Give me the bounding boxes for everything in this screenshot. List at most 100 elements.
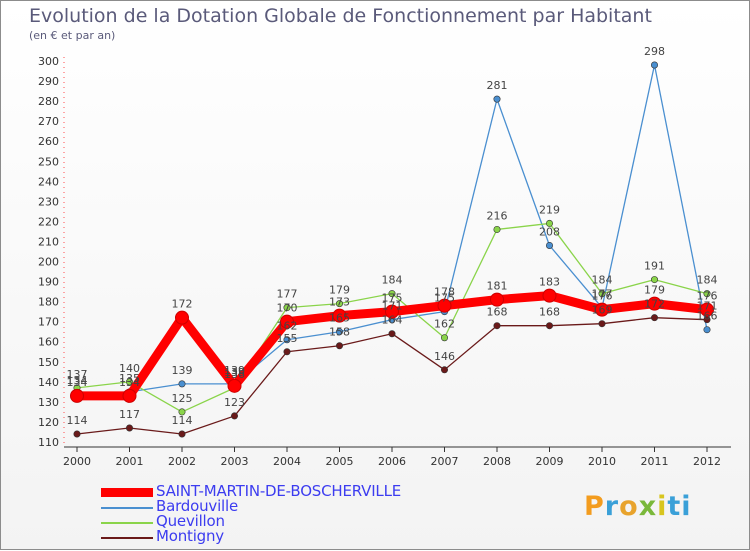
x-tick-label: 2009 xyxy=(536,455,564,468)
data-point xyxy=(332,308,347,323)
data-label: 181 xyxy=(487,280,508,293)
data-label: 158 xyxy=(329,326,350,339)
data-label: 146 xyxy=(434,350,455,363)
data-point xyxy=(73,430,81,438)
data-label: 184 xyxy=(592,274,613,287)
data-point xyxy=(126,378,134,386)
data-point xyxy=(545,241,553,249)
data-point xyxy=(227,378,242,393)
data-label: 134 xyxy=(67,376,88,389)
data-point xyxy=(280,314,294,329)
data-label: 184 xyxy=(382,274,403,287)
data-label: 155 xyxy=(277,332,298,345)
data-point xyxy=(178,380,186,388)
data-label: 191 xyxy=(644,260,665,273)
y-tick-label: 160 xyxy=(38,336,59,349)
x-tick-label: 2003 xyxy=(221,455,249,468)
proxiti-logo: Proxiti xyxy=(584,491,692,522)
data-label: 173 xyxy=(329,296,350,309)
data-label: 114 xyxy=(172,414,193,427)
legend-swatch xyxy=(101,507,153,509)
y-tick-label: 150 xyxy=(38,356,59,369)
data-label: 134 xyxy=(119,376,140,389)
data-label: 177 xyxy=(277,288,298,301)
data-point xyxy=(175,310,189,325)
y-tick-label: 200 xyxy=(38,256,59,269)
data-point xyxy=(490,292,504,307)
legend-label: Bardouville xyxy=(156,497,238,515)
y-tick-label: 230 xyxy=(38,195,59,208)
data-label: 134 xyxy=(67,374,88,387)
data-label: 123 xyxy=(224,396,245,409)
legend-swatch xyxy=(101,488,153,497)
data-point xyxy=(493,95,501,103)
data-label: 171 xyxy=(382,300,403,313)
data-label: 208 xyxy=(539,225,560,238)
data-point xyxy=(283,336,291,344)
data-point xyxy=(595,302,609,317)
data-point xyxy=(283,304,291,312)
data-point xyxy=(703,326,711,334)
y-tick-label: 140 xyxy=(38,376,59,389)
x-tick-label: 2004 xyxy=(273,455,301,468)
y-tick-label: 290 xyxy=(38,75,59,88)
data-label: 139 xyxy=(224,366,245,379)
data-point xyxy=(545,322,553,330)
y-tick-label: 250 xyxy=(38,155,59,168)
data-label: 135 xyxy=(119,372,140,385)
data-label: 175 xyxy=(382,292,403,305)
data-point xyxy=(493,322,501,330)
legend-label: Quevillon xyxy=(156,512,225,530)
data-label: 171 xyxy=(697,300,718,313)
chart-subtitle: (en € et par an) xyxy=(29,29,116,42)
data-point xyxy=(388,330,396,338)
data-point xyxy=(440,334,448,342)
data-point xyxy=(335,342,343,350)
data-point xyxy=(542,288,557,303)
x-tick-label: 2001 xyxy=(116,455,144,468)
data-label: 175 xyxy=(434,292,455,305)
data-point xyxy=(598,320,606,328)
data-point xyxy=(650,61,658,69)
data-label: 178 xyxy=(434,286,455,299)
x-tick-label: 2002 xyxy=(168,455,196,468)
data-point xyxy=(122,388,137,403)
data-label: 176 xyxy=(592,290,613,303)
legend-swatch xyxy=(101,522,153,524)
y-tick-label: 170 xyxy=(38,316,59,329)
data-label: 165 xyxy=(329,312,350,325)
data-point xyxy=(650,314,658,322)
data-point xyxy=(335,300,343,308)
data-point xyxy=(493,225,501,233)
x-tick-label: 2007 xyxy=(431,455,459,468)
data-label: 172 xyxy=(644,298,665,311)
y-tick-label: 110 xyxy=(38,436,59,449)
y-tick-label: 240 xyxy=(38,175,59,188)
data-label: 219 xyxy=(539,203,560,216)
data-point xyxy=(647,296,662,311)
series-line-bardouville xyxy=(76,64,708,395)
data-label: 298 xyxy=(644,45,665,58)
data-point xyxy=(650,276,658,284)
data-point xyxy=(545,219,553,227)
data-label: 168 xyxy=(539,306,560,319)
legend-label: SAINT-MARTIN-DE-BOSCHERVILLE xyxy=(156,482,402,500)
data-label: 162 xyxy=(434,318,455,331)
legend-label: Montigny xyxy=(156,527,224,545)
data-label: 136 xyxy=(224,368,245,381)
y-tick-label: 130 xyxy=(38,396,59,409)
y-tick-label: 270 xyxy=(38,115,59,128)
x-tick-label: 2008 xyxy=(483,455,511,468)
data-point xyxy=(440,366,448,374)
data-label: 140 xyxy=(119,362,140,375)
data-label: 184 xyxy=(697,274,718,287)
x-tick-label: 2010 xyxy=(588,455,616,468)
data-label: 166 xyxy=(697,310,718,323)
y-tick-label: 260 xyxy=(38,135,59,148)
y-tick-label: 280 xyxy=(38,95,59,108)
data-point xyxy=(126,424,134,432)
y-tick-label: 210 xyxy=(38,235,59,248)
data-label: 114 xyxy=(67,414,88,427)
data-point xyxy=(70,388,84,403)
